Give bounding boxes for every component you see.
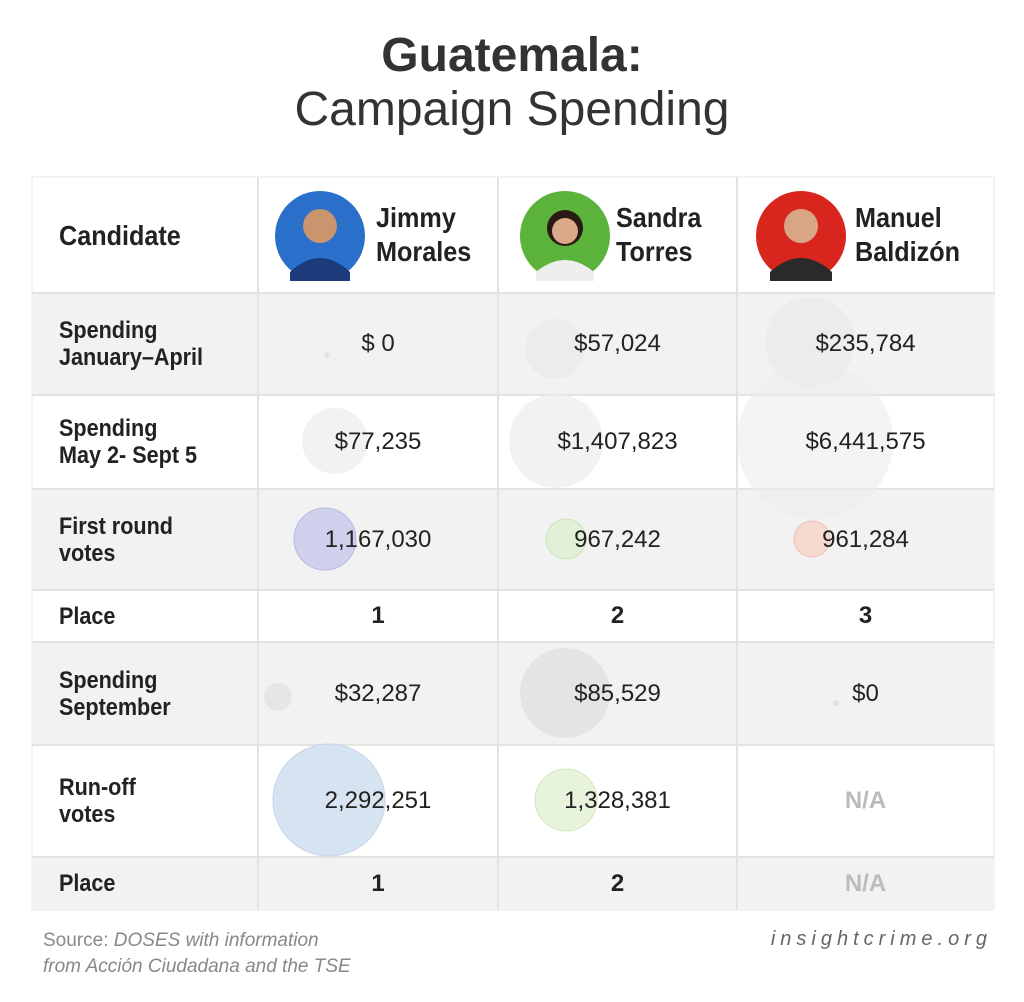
cell: 961,284 (822, 525, 909, 553)
source-text: DOSES with information (113, 930, 319, 951)
cell: N/A (844, 869, 887, 897)
name-line: Manuel (855, 202, 942, 233)
cell: $77,235 (334, 428, 422, 455)
grid (32, 177, 994, 910)
label-line: Spending (59, 666, 158, 694)
name-line: Sandra (616, 202, 702, 233)
photos (275, 191, 846, 281)
label-line: Place (59, 870, 116, 897)
label-line: votes (59, 801, 116, 828)
source: Source: DOSES with information from Acci… (43, 928, 351, 980)
name-line: Torres (616, 236, 693, 267)
label-line: Place (59, 602, 116, 630)
header-text: Candidate (59, 219, 181, 251)
cell: $0 (852, 679, 879, 707)
source-prefix: Source: (43, 930, 109, 951)
cell: 2,292,251 (324, 787, 432, 814)
subtitle: Campaign Spending (294, 83, 730, 136)
label-line: First round (59, 512, 173, 540)
cell: 967,242 (574, 525, 661, 553)
source-text: from Acción Ciudadana and the TSE (43, 956, 351, 977)
cell: 1 (371, 869, 385, 897)
label-line: Spending (59, 415, 158, 442)
row-label: Spending May 2- Sept 5 (32, 395, 235, 489)
label-line: May 2- Sept 5 (59, 442, 198, 469)
cell: $1,407,823 (557, 428, 678, 455)
cell: $235,784 (815, 330, 916, 357)
label-line: votes (59, 539, 116, 567)
name-line: Jimmy (376, 202, 456, 233)
cell: 2 (610, 869, 625, 897)
bubbles (264, 297, 893, 857)
header-label: Candidate (32, 177, 235, 293)
cell: $32,287 (334, 679, 422, 707)
candidate-name: Manuel Baldizón (855, 177, 981, 293)
name-line: Baldizón (855, 236, 961, 267)
cell: $6,441,575 (805, 428, 926, 455)
row-label: First round votes (32, 489, 235, 590)
row-label: Spending September (32, 642, 235, 745)
cell: 1,328,381 (564, 787, 671, 814)
cell: 2 (610, 602, 625, 629)
title: Guatemala: (381, 29, 643, 82)
cell: 3 (858, 602, 873, 629)
row-label: Place (32, 590, 235, 642)
row-label: Run-off votes (32, 745, 235, 857)
label-line: January–April (59, 344, 204, 371)
candidate-name: Jimmy Morales (376, 177, 502, 293)
cell: N/A (844, 787, 887, 814)
label-line: September (59, 693, 171, 721)
site: insightcrime.org (770, 928, 992, 950)
candidate-name: Sandra Torres (616, 177, 742, 293)
cell: $85,529 (574, 679, 661, 707)
label-line: Spending (59, 317, 158, 344)
cell: $ 0 (361, 330, 395, 357)
label-line: Run-off (59, 774, 136, 801)
cell: 1 (371, 602, 385, 629)
cell: $57,024 (574, 330, 661, 357)
row-label: Place (32, 857, 235, 910)
cell: 1,167,030 (324, 525, 432, 553)
row-label: Spending January–April (32, 293, 235, 395)
name-line: Morales (376, 236, 472, 267)
